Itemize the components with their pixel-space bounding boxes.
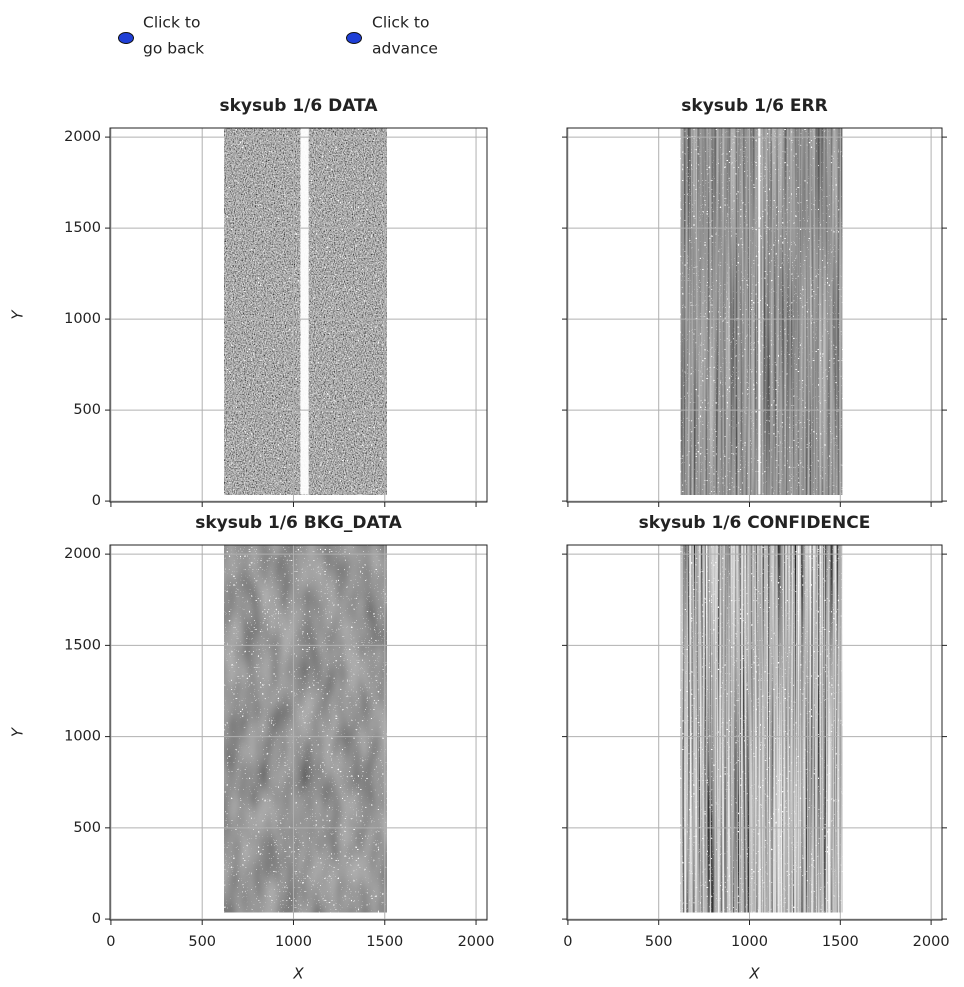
x-tick-label: 2000	[458, 934, 495, 950]
x-tick-label: 1000	[731, 934, 768, 950]
y-tick-label: 2000	[64, 546, 101, 562]
button-icon[interactable]	[346, 32, 362, 44]
panel: 0 500 1000 1500 2000 skysub 1/6 CONFIDENCE X	[562, 513, 950, 983]
x-tick-label: 1000	[275, 934, 312, 950]
y-axis-label: Y	[9, 309, 27, 320]
y-tick-label: 0	[92, 911, 101, 927]
button-label[interactable]: Click to	[372, 14, 429, 32]
x-tick-label: 500	[645, 934, 673, 950]
button-label[interactable]: advance	[372, 40, 438, 58]
y-tick-label: 1000	[64, 311, 101, 327]
x-axis-label: X	[292, 965, 304, 983]
y-tick-label: 1500	[64, 220, 101, 236]
axes-frame	[109, 127, 488, 503]
x-tick-label: 0	[563, 934, 572, 950]
x-tick-label: 1500	[366, 934, 403, 950]
button-label[interactable]: Click to	[143, 14, 200, 32]
axes-frame	[566, 127, 943, 503]
y-tick-label: 500	[73, 402, 101, 418]
y-tick-label: 1000	[64, 729, 101, 745]
axes-frame	[566, 544, 943, 921]
button-icon[interactable]	[118, 32, 134, 44]
chart-title: skysub 1/6 DATA	[220, 96, 379, 116]
panel: 0 500 1000 1500 2000 0 500 1000 1500 2000 skysub 1…	[9, 513, 495, 983]
y-tick-label: 1500	[64, 637, 101, 653]
x-axis-label: X	[748, 965, 760, 983]
image-specks	[224, 545, 387, 913]
chart-title: skysub 1/6 CONFIDENCE	[639, 513, 871, 533]
image-specks	[224, 128, 387, 495]
chart-title: skysub 1/6 BKG_DATA	[195, 513, 402, 533]
y-tick-label: 2000	[64, 129, 101, 145]
chart-title: skysub 1/6 ERR	[681, 96, 827, 116]
x-tick-label: 1500	[822, 934, 859, 950]
panel: skysub 1/6 ERR	[562, 96, 947, 507]
panel: 0 500 1000 1500 2000 skysub 1/6 DATA Y	[9, 96, 488, 509]
x-tick-label: 500	[188, 934, 216, 950]
axes-frame	[109, 544, 488, 921]
y-tick-label: 0	[92, 493, 101, 509]
image-specks	[680, 545, 843, 913]
x-tick-label: 2000	[913, 934, 950, 950]
button-label[interactable]: go back	[143, 40, 204, 58]
advance-button[interactable]: Click to advance	[346, 14, 438, 58]
y-axis-label: Y	[9, 726, 27, 737]
back-button[interactable]: Click to go back	[118, 14, 205, 58]
y-tick-label: 500	[73, 820, 101, 836]
x-tick-label: 0	[106, 934, 115, 950]
image-specks	[680, 128, 843, 495]
